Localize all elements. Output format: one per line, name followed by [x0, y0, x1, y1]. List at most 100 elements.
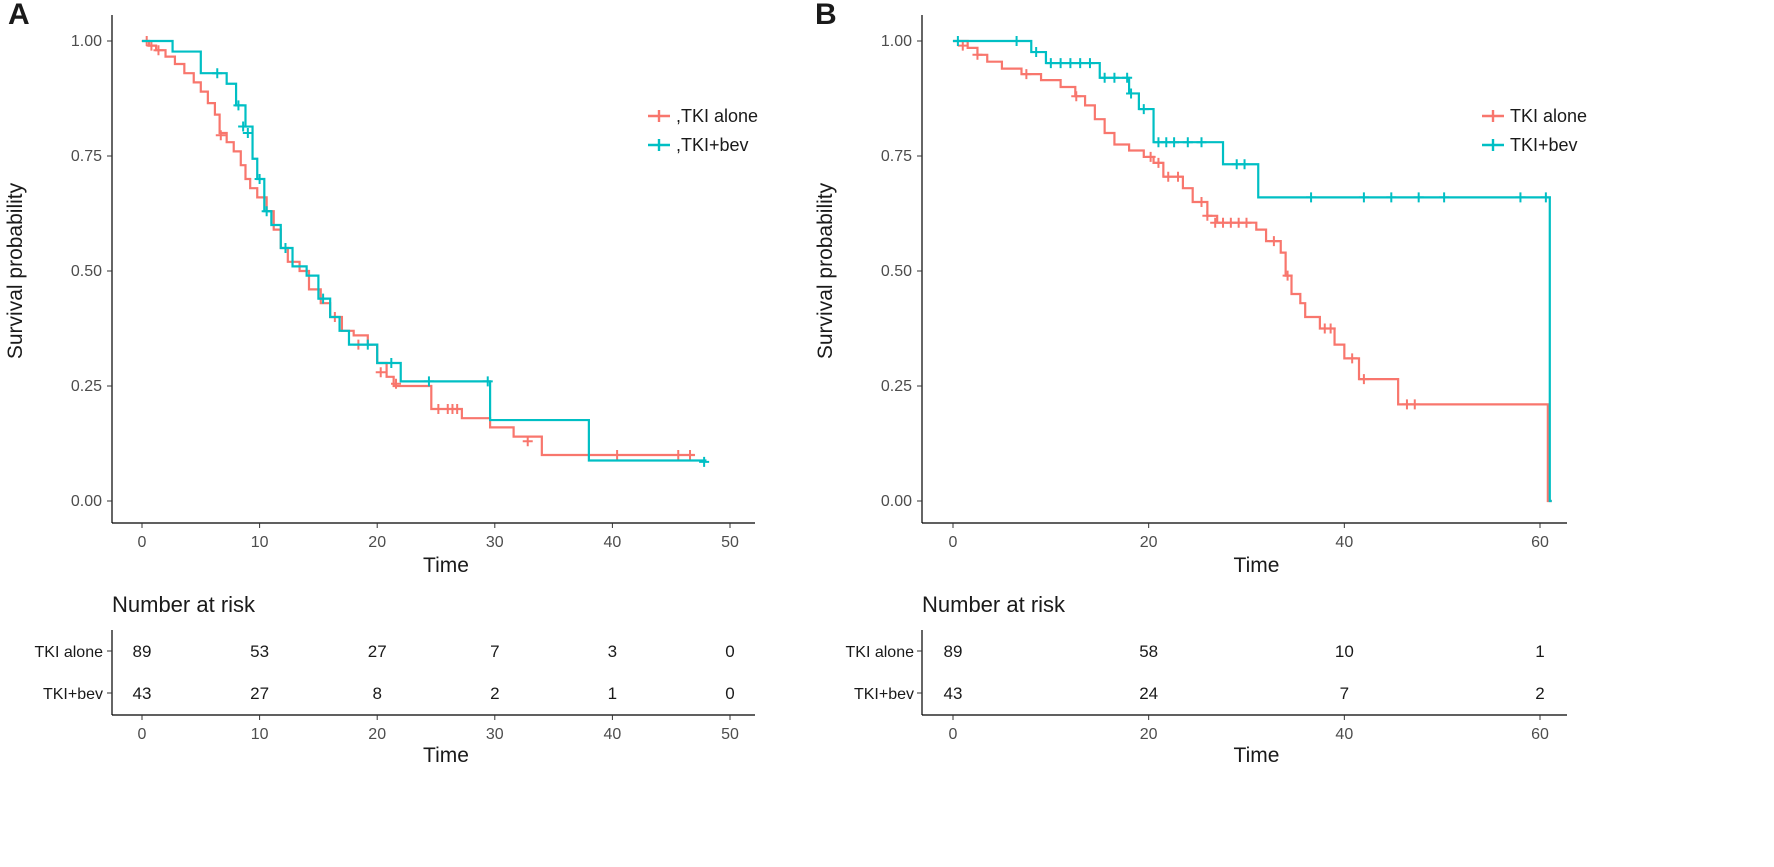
risk-row-label: TKI alone [35, 644, 104, 661]
panel-label: B [815, 0, 837, 31]
panel-a: A0.000.250.500.751.000 10 20 30 40 50TimeSurv… [4, 0, 758, 767]
risk-x-tick-label: 40 [604, 726, 622, 743]
censor-mark [1109, 72, 1120, 83]
legend-item: ,TKI alone [648, 106, 758, 126]
censor-mark [1075, 58, 1086, 69]
censor-mark [1122, 72, 1133, 83]
censor-mark [1011, 36, 1022, 46]
survival-curve [142, 39, 707, 462]
x-tick-label: 40 [604, 534, 622, 551]
censor-mark [673, 450, 684, 460]
x-tick-label: 50 [721, 534, 739, 551]
censor-mark [1347, 353, 1358, 364]
censor-mark [685, 450, 696, 460]
risk-x-tick-label: 40 [1335, 726, 1353, 743]
y-tick-label: 0.25 [881, 378, 912, 395]
censor-mark [1021, 69, 1032, 80]
risk-x-axis-title: Time [423, 744, 469, 767]
censor-mark [1065, 58, 1076, 69]
y-tick-label: 0.50 [881, 263, 912, 280]
censor-mark [482, 376, 493, 387]
censor-mark [1268, 236, 1279, 247]
legend-label: TKI+bev [1510, 135, 1578, 155]
censor-mark [1031, 47, 1042, 58]
censor-mark [1358, 374, 1369, 385]
censor-mark [1099, 72, 1110, 83]
legend-item: ,TKI+bev [648, 135, 749, 155]
y-tick-label: 0.75 [881, 148, 912, 165]
y-tick-label: 0.00 [881, 493, 912, 510]
x-tick-label: 40 [1335, 534, 1353, 551]
risk-value: 1 [608, 684, 617, 703]
y-tick-label: 1.00 [71, 33, 102, 50]
x-axis-title: Time [1234, 554, 1280, 577]
panel-b: B0.000.250.500.751.000 20 40 60TimeSurvival… [814, 0, 1587, 767]
risk-x-tick-label: 20 [368, 726, 386, 743]
censor-mark [1163, 171, 1174, 182]
risk-row-label: TKI+bev [43, 686, 103, 703]
censor-mark [423, 376, 434, 387]
risk-x-axis-title: Time [1234, 744, 1280, 767]
risk-table: Number at risk TKI alone 89 58 10 1 TKI+bev 43 2… [846, 592, 1567, 767]
y-tick-label: 0.50 [71, 263, 102, 280]
censor-mark [1182, 137, 1193, 148]
risk-x-tick-label: 0 [138, 726, 147, 743]
series-tki-bev [142, 39, 710, 467]
x-tick-label: 30 [486, 534, 504, 551]
censor-mark [1196, 197, 1207, 207]
series-tki-alone [141, 36, 696, 460]
censor-mark [1413, 192, 1424, 203]
risk-value: 2 [1535, 684, 1544, 703]
x-tick-label: 0 [949, 534, 958, 551]
censor-mark [362, 339, 373, 350]
risk-x-tick-label: 20 [1140, 726, 1158, 743]
censor-mark [1169, 137, 1180, 148]
x-tick-label: 10 [251, 534, 269, 551]
risk-table-title: Number at risk [112, 592, 256, 617]
risk-row-label: TKI+bev [854, 686, 914, 703]
risk-row-label: TKI alone [846, 644, 915, 661]
y-tick-label: 0.25 [71, 378, 102, 395]
risk-value: 89 [133, 642, 152, 661]
legend-item: TKI alone [1482, 106, 1587, 126]
x-tick-label: 60 [1531, 534, 1549, 551]
censor-mark [238, 121, 249, 132]
risk-x-tick-label: 30 [486, 726, 504, 743]
censor-mark [153, 45, 164, 56]
censor-mark [1515, 192, 1526, 203]
risk-value: 43 [133, 684, 152, 703]
y-tick-label: 0.00 [71, 493, 102, 510]
panel-label: A [8, 0, 30, 31]
censor-mark [318, 293, 329, 304]
censor-mark [1138, 104, 1149, 115]
censor-mark [1045, 58, 1056, 69]
risk-x-tick-label: 50 [721, 726, 739, 743]
censor-mark [612, 450, 623, 460]
risk-x-tick-label: 60 [1531, 726, 1549, 743]
censor-mark [280, 243, 291, 253]
series-tki-alone [953, 39, 1552, 503]
risk-value: 0 [725, 684, 734, 703]
censor-mark [1325, 323, 1336, 334]
censor-mark [386, 358, 397, 368]
censor-mark [1202, 210, 1213, 221]
censor-mark [1540, 192, 1551, 203]
y-axis-title: Survival probability [814, 182, 837, 359]
legend-label: ,TKI+bev [676, 135, 749, 155]
censor-mark [433, 404, 444, 414]
risk-value: 10 [1335, 642, 1354, 661]
censor-mark [972, 49, 983, 60]
legend-item: TKI+bev [1482, 135, 1578, 155]
series-tki-bev [952, 36, 1552, 503]
risk-value: 3 [608, 642, 617, 661]
censor-mark [1239, 159, 1250, 170]
censor-mark [233, 100, 244, 111]
survival-curve [953, 39, 1552, 503]
risk-value: 27 [250, 684, 269, 703]
censor-mark [212, 68, 223, 79]
x-tick-label: 20 [368, 534, 386, 551]
censor-mark [1055, 58, 1066, 69]
risk-value: 1 [1535, 642, 1544, 661]
